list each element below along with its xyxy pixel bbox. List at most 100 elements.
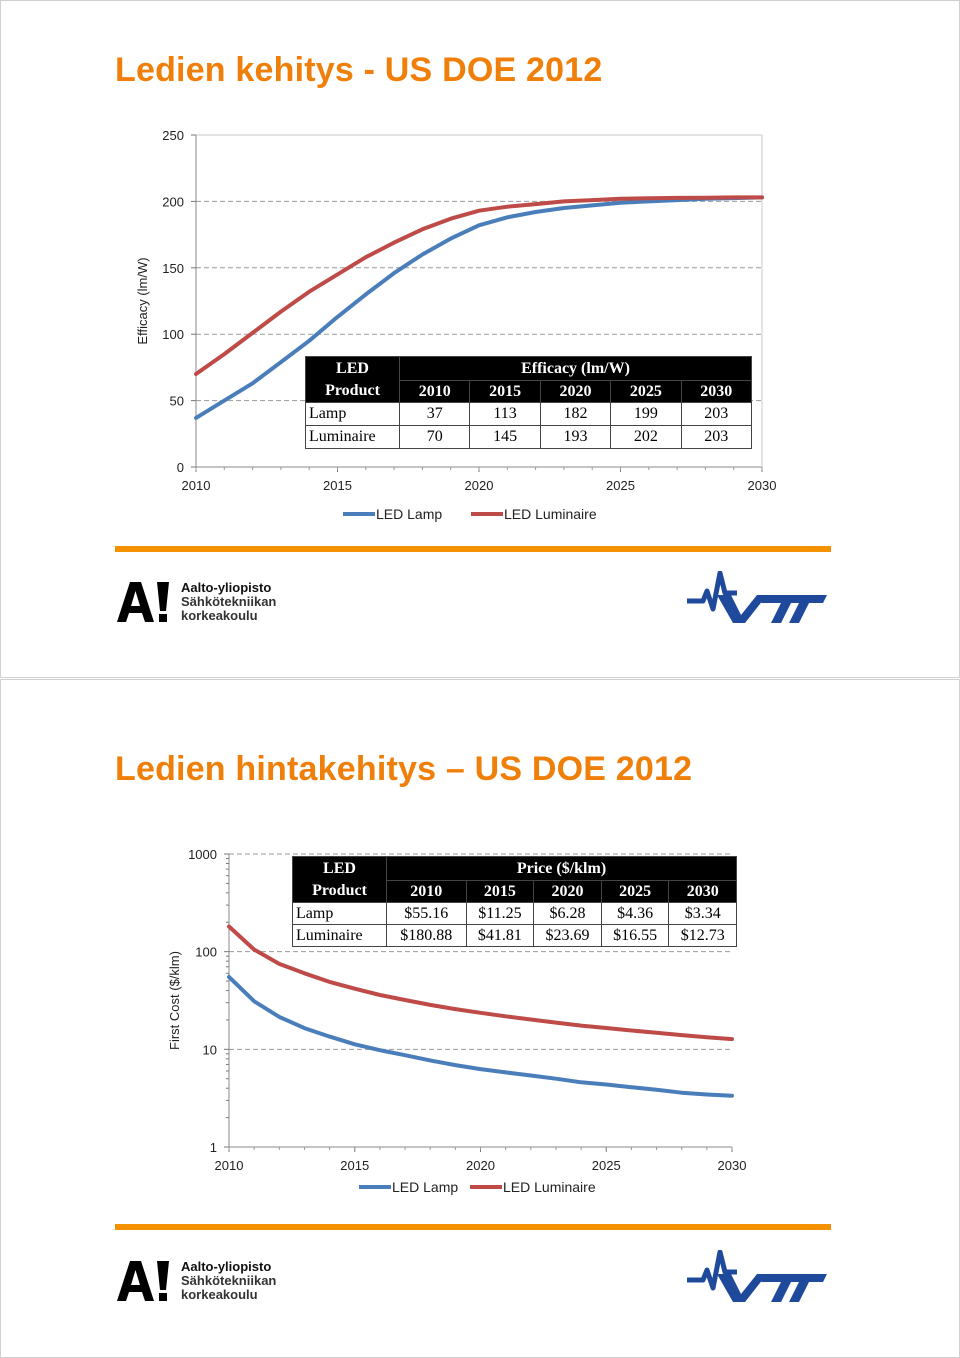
corner-product: Product [312,881,367,899]
table-row: Lamp 37 113 182 199 203 [305,402,753,426]
series-line-led-lamp [194,195,764,420]
aalto-logo: Aalto-yliopisto Sähkötekniikan korkeakou… [117,581,317,625]
aalto-line1: Aalto-yliopisto [181,580,272,595]
table-cell: $180.88 [386,924,467,947]
x-tick-label: 2015 [323,478,352,493]
table-row: Luminaire $180.88 $41.81 $23.69 $16.55 $… [292,924,737,947]
aalto-mark-icon [117,1261,169,1301]
x-tick-label: 2025 [592,1158,621,1173]
table-cell: $11.25 [465,902,535,925]
aalto-line1: Aalto-yliopisto [181,1259,272,1274]
footer-divider [115,1224,831,1230]
row-label: Lamp [292,902,387,925]
y-tick-label: 100 [195,945,217,960]
vtt-logo-icon [687,570,827,623]
year-header: 2030 [680,380,753,403]
table-cell: $16.55 [600,924,670,947]
year-header: 2030 [668,880,737,903]
x-tick-label: 2030 [748,478,777,493]
table-cell: 199 [610,402,682,426]
legend-label: LED Lamp [392,1179,458,1195]
year-header: 2015 [465,880,535,903]
slide-1: Ledien kehitys - US DOE 2012 0 50 100 150 20… [0,0,960,678]
slide-2: Ledien hintakehitys – US DOE 2012 1 10 100… [0,679,960,1358]
y-axis-title: Efficacy (lm/W) [135,257,150,344]
table-cell: 202 [610,425,682,449]
year-header: 2020 [539,380,612,403]
vtt-logo [685,570,830,626]
aalto-logo: Aalto-yliopisto Sähkötekniikan korkeakou… [117,1260,317,1304]
y-tick-label: 1000 [188,847,217,862]
series-line-led-lamp [227,974,734,1098]
y-tick-label: 200 [162,194,184,209]
aalto-mark-icon [117,582,169,622]
aalto-line2: Sähkötekniikan [181,1273,277,1288]
x-tick-label: 2010 [182,478,211,493]
table-cell: 113 [469,402,541,426]
table-cell: $23.69 [533,924,602,947]
aalto-line3: korkeakoulu [181,608,258,623]
year-header: 2015 [469,380,541,403]
aalto-wordmark: Aalto-yliopisto Sähkötekniikan korkeakou… [181,581,276,623]
aalto-wordmark: Aalto-yliopisto Sähkötekniikan korkeakou… [181,1260,276,1302]
table-cell: 203 [680,402,753,426]
vtt-logo-icon [687,1249,827,1302]
series-line-led-luminaire [194,195,764,376]
year-header: 2010 [386,880,467,903]
row-label: Luminaire [292,924,387,947]
x-tick-label: 2015 [340,1158,369,1173]
table-cell: $3.34 [668,902,737,925]
aalto-line2: Sähkötekniikan [181,594,277,609]
price-table: LED Product Price ($/klm) 2010 2015 2020… [292,856,737,947]
row-label: Luminaire [305,425,400,449]
y-tick-label: 10 [203,1042,217,1057]
year-header: 2025 [610,380,682,403]
x-tick-label: 2020 [465,478,494,493]
row-label: Lamp [305,402,400,426]
table-row: Luminaire 70 145 193 202 203 [305,425,753,449]
y-tick-label: 1 [210,1140,217,1155]
table-row: Lamp $55.16 $11.25 $6.28 $4.36 $3.34 [292,902,737,925]
x-tick-label: 2030 [718,1158,747,1173]
table-group-header: Price ($/klm) [386,856,737,881]
slide-title: Ledien hintakehitys – US DOE 2012 [115,750,693,788]
corner-product: Product [325,381,380,399]
table-cell: $55.16 [386,902,467,925]
legend-label: LED Lamp [376,506,442,522]
table-group-header: Efficacy (lm/W) [399,356,752,381]
y-tick-label: 0 [177,460,184,475]
legend-label: LED Luminaire [504,506,597,522]
efficacy-table: LED Product Efficacy (lm/W) 2010 2015 20… [305,356,753,449]
x-tick-label: 2010 [215,1158,244,1173]
y-tick-label: 100 [162,327,184,342]
y-tick-label: 150 [162,261,184,276]
table-cell: 182 [539,402,612,426]
year-header: 2025 [600,880,670,903]
table-cell: $4.36 [600,902,670,925]
y-tick-label: 50 [170,394,184,409]
series-line-led-luminaire [227,924,734,1042]
table-cell: 70 [398,425,471,449]
corner-led: LED [323,859,356,877]
table-cell: 145 [469,425,541,449]
table-cell: $6.28 [533,902,602,925]
slide-title: Ledien kehitys - US DOE 2012 [115,51,603,89]
footer-divider [115,546,831,552]
table-corner-header: LED Product [305,356,400,403]
year-header: 2010 [398,380,471,403]
x-tick-label: 2020 [466,1158,495,1173]
legend-label: LED Luminaire [503,1179,596,1195]
table-cell: 37 [398,402,471,426]
aalto-line3: korkeakoulu [181,1287,258,1302]
corner-led: LED [336,359,369,377]
table-corner-header: LED Product [292,856,387,903]
table-cell: $41.81 [465,924,535,947]
y-axis-title: First Cost ($/klm) [167,951,182,1050]
x-tick-label: 2025 [606,478,635,493]
y-tick-label: 250 [162,128,184,143]
table-cell: 203 [680,425,753,449]
table-cell: $12.73 [668,924,737,947]
table-cell: 193 [539,425,612,449]
